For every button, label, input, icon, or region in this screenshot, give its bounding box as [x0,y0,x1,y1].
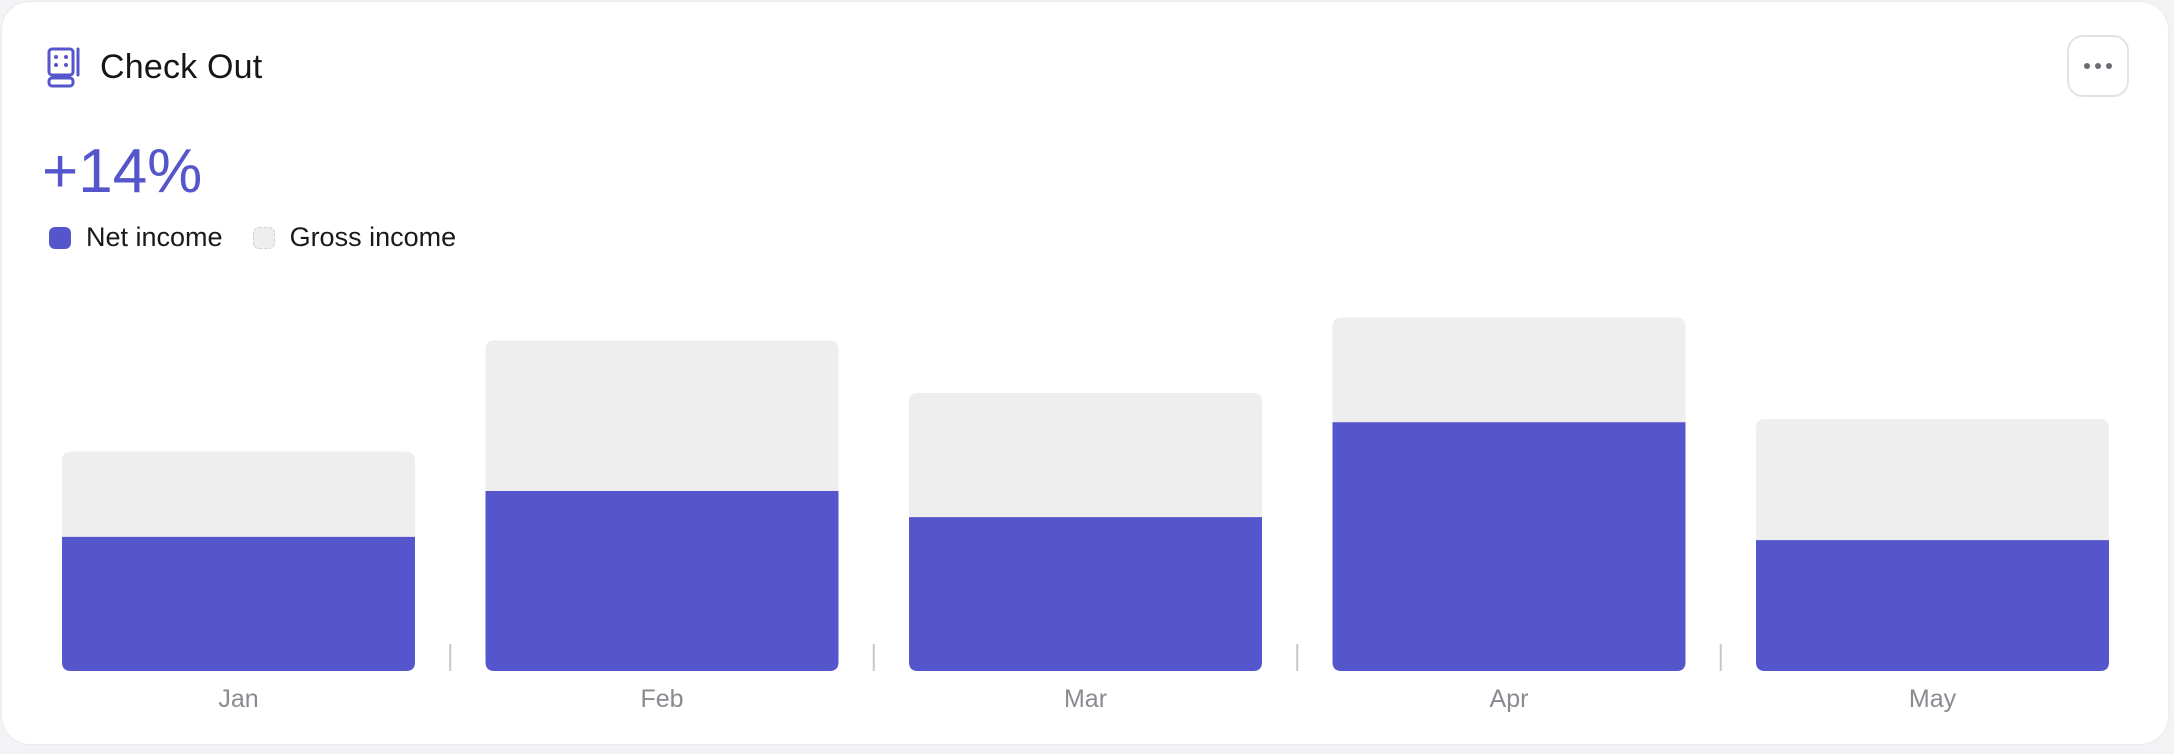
more-options-button[interactable] [2067,35,2129,97]
legend-swatch-net-income [49,226,71,249]
legend-swatch-gross-income [252,226,275,249]
growth-metric: +14% [42,137,203,206]
legend-item-net-income: Net income [49,222,223,253]
more-horizontal-icon [2084,63,2112,69]
legend-item-gross-income: Gross income [252,222,457,253]
legend-label-net-income: Net income [86,222,223,252]
legend-label-gross-income: Gross income [289,222,457,252]
card-header: Check Out [46,46,262,88]
cash-register-icon [47,47,80,88]
card-title: Check Out [100,47,263,86]
chart-legend: Net income Gross income [49,222,486,253]
